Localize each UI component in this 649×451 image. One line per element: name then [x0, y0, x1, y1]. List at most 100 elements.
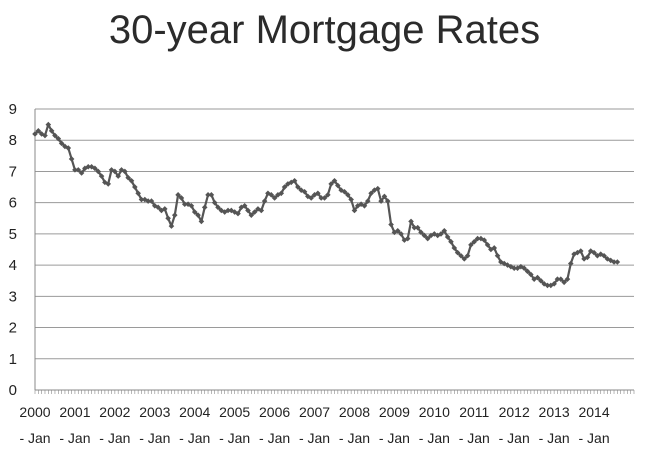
- data-point: [354, 202, 361, 209]
- y-tick-label: 4: [9, 257, 17, 274]
- data-point: [557, 276, 564, 282]
- data-point: [518, 263, 524, 270]
- data-point: [82, 165, 88, 172]
- data-point: [181, 201, 188, 208]
- data-point: [454, 249, 461, 256]
- data-point: [388, 221, 394, 228]
- data-point: [528, 271, 534, 278]
- x-tick-month: - Jan: [539, 430, 570, 446]
- data-point: [348, 196, 354, 203]
- x-tick-month: - Jan: [19, 430, 50, 446]
- data-point: [195, 212, 201, 218]
- x-tick-labels: 2000 - Jan 2001 - Jan 2002 - Jan 2003 - Jan 2004…: [19, 404, 609, 446]
- data-point: [374, 185, 381, 192]
- data-point: [295, 184, 301, 190]
- data-point: [394, 227, 401, 234]
- data-point: [341, 188, 348, 195]
- data-point: [384, 198, 391, 204]
- data-point: [444, 234, 451, 240]
- data-point: [567, 260, 574, 267]
- data-point: [461, 256, 468, 262]
- data-point: [325, 192, 331, 198]
- y-tick-label: 2: [9, 320, 17, 337]
- data-point: [364, 198, 371, 204]
- data-point: [225, 207, 231, 214]
- data-point: [488, 246, 494, 253]
- x-tick-year: 2009: [379, 404, 410, 420]
- data-point: [188, 202, 195, 209]
- data-point: [248, 212, 255, 218]
- data-point: [205, 192, 211, 198]
- data-point: [411, 224, 418, 231]
- data-point: [171, 212, 178, 218]
- data-point: [538, 277, 544, 284]
- x-tick-year: 2014: [578, 404, 609, 420]
- data-point: [152, 202, 158, 209]
- data-point: [335, 182, 341, 189]
- data-point: [278, 190, 285, 197]
- data-point: [471, 238, 478, 245]
- series-line: [34, 123, 618, 287]
- x-tick-year: 2006: [259, 404, 290, 420]
- y-tick-label: 5: [9, 226, 17, 243]
- data-point: [68, 156, 75, 162]
- x-tick-month: - Jan: [139, 430, 170, 446]
- x-tick-month: - Jan: [179, 430, 210, 446]
- chart-title: 30-year Mortgage Rates: [108, 8, 541, 52]
- data-point: [504, 262, 511, 268]
- x-tick-year: 2007: [299, 404, 330, 420]
- data-point: [544, 282, 551, 289]
- data-point: [122, 168, 128, 175]
- x-tick-month: - Jan: [339, 430, 370, 446]
- data-point: [398, 231, 404, 237]
- data-point: [178, 195, 185, 201]
- data-point: [308, 195, 315, 201]
- data-point: [155, 204, 161, 211]
- data-point: [92, 165, 98, 172]
- data-point: [498, 259, 504, 265]
- data-point: [378, 198, 384, 204]
- data-point: [438, 231, 444, 237]
- x-tick-month: - Jan: [219, 430, 250, 446]
- data-point: [548, 282, 554, 289]
- x-tick-month: - Jan: [499, 430, 530, 446]
- data-point: [52, 132, 58, 139]
- data-point: [85, 163, 92, 170]
- data-point: [551, 281, 557, 287]
- data-point: [328, 181, 334, 187]
- x-tick-month: - Jan: [259, 430, 290, 446]
- y-tick-label: 9: [9, 101, 17, 118]
- data-point: [161, 206, 168, 212]
- data-point: [215, 204, 221, 211]
- data-point: [458, 252, 464, 259]
- data-point: [311, 192, 318, 198]
- data-point: [584, 254, 591, 261]
- data-point: [35, 128, 42, 134]
- data-point: [275, 192, 281, 198]
- data-point: [421, 232, 428, 239]
- data-point: [125, 174, 131, 181]
- data-point: [251, 209, 258, 215]
- data-point: [95, 168, 102, 175]
- data-point: [571, 251, 577, 257]
- data-point: [361, 202, 368, 209]
- y-tick-label: 3: [9, 288, 17, 305]
- data-point: [391, 229, 398, 236]
- x-tick-month: - Jan: [459, 430, 490, 446]
- x-tick-year: 2004: [179, 404, 210, 420]
- data-point: [142, 196, 148, 203]
- data-point: [331, 178, 338, 184]
- data-point: [305, 193, 311, 200]
- data-point: [105, 181, 112, 187]
- data-point: [614, 259, 621, 265]
- data-point: [448, 238, 454, 245]
- x-tick-year: 2010: [419, 404, 450, 420]
- data-point: [404, 235, 411, 242]
- data-point: [577, 248, 584, 254]
- data-point: [368, 190, 374, 197]
- data-point: [318, 195, 324, 201]
- data-point: [168, 223, 175, 229]
- data-point: [158, 207, 165, 214]
- x-tick-year: 2001: [59, 404, 90, 420]
- data-point: [338, 187, 344, 193]
